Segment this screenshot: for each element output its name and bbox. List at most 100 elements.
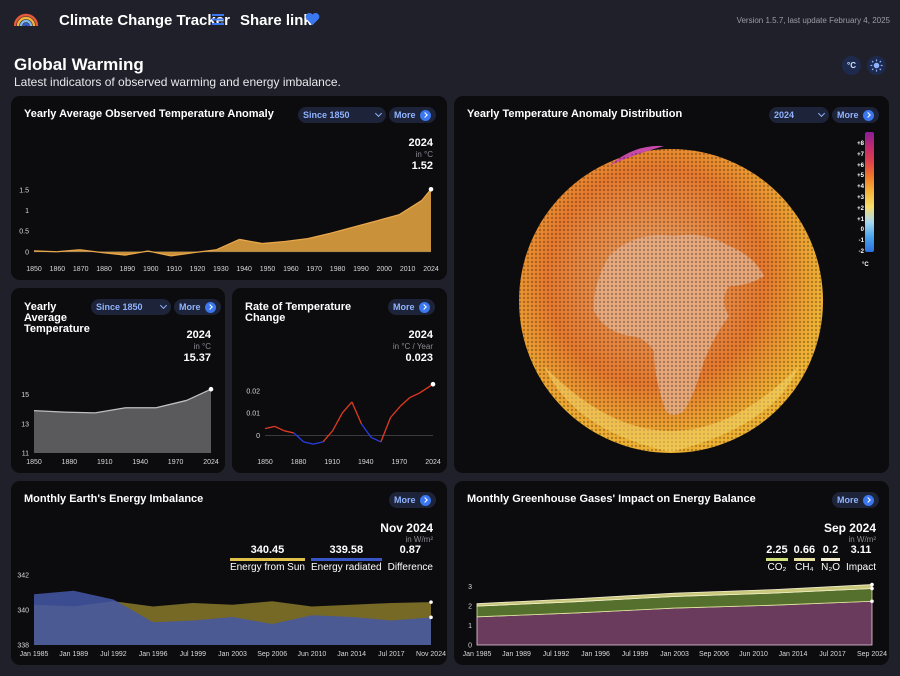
x-tick-label: 1910 xyxy=(166,266,182,273)
x-tick-label: Jul 1992 xyxy=(100,651,127,658)
x-tick-label: Sep 2024 xyxy=(857,651,887,658)
colorbar-tick: +6 xyxy=(857,162,864,169)
y-tick-label: 340 xyxy=(17,608,29,615)
readout-year: 2024 xyxy=(408,137,433,149)
latest-readout: 2024 in °C / Year 0.023 xyxy=(393,330,433,364)
more-button[interactable]: More xyxy=(832,492,879,508)
energy-imbalance-chart: 338 340 342 Jan 1985 Jan 1989 Jul 1992 Jan 199… xyxy=(17,573,446,659)
series-segment xyxy=(186,388,212,402)
period-select[interactable]: Since 1850 xyxy=(91,299,171,315)
latest-readout: Sep 2024 in W/m² xyxy=(824,522,876,544)
more-button[interactable]: More xyxy=(389,492,436,508)
globe-south-rim xyxy=(544,366,799,452)
colorbar-tick: +3 xyxy=(857,194,864,201)
legend-swatch xyxy=(229,558,305,561)
legend-item-ch4: 0.66 CH₄ xyxy=(793,545,816,573)
colorbar-ticks: +8 +7 +6 +5 +4 +3 +2 +1 0 -1 -2 xyxy=(852,139,864,258)
more-button[interactable]: More xyxy=(389,107,436,123)
latest-point xyxy=(429,600,433,604)
year-select[interactable]: 2024 xyxy=(769,107,829,123)
x-tick-label: 1930 xyxy=(213,266,229,273)
series-segment xyxy=(79,249,103,254)
series-segment xyxy=(239,238,263,245)
legend-label: N₂O xyxy=(821,562,840,573)
rainbow-logo-icon[interactable] xyxy=(14,10,38,26)
latest-point xyxy=(870,586,874,591)
series-segment xyxy=(284,430,295,434)
legend-swatch xyxy=(793,558,816,561)
arrow-right-icon xyxy=(862,109,874,121)
top-bar: Climate Change Tracker Share link Versio… xyxy=(0,0,900,44)
colorbar-tick: -2 xyxy=(858,248,864,255)
series-segment xyxy=(419,383,434,394)
x-tick-label: 1850 xyxy=(257,459,273,466)
y-tick-label: 13 xyxy=(21,421,29,428)
series-segment xyxy=(361,423,372,438)
readout-unit: in °C xyxy=(193,342,211,351)
x-tick-label: Jan 1996 xyxy=(139,651,168,658)
legend-value: 0.87 xyxy=(399,544,421,556)
x-tick-label: 1880 xyxy=(96,266,112,273)
series-segment xyxy=(56,249,80,253)
period-select[interactable]: Since 1850 xyxy=(298,107,386,123)
chevron-down-icon xyxy=(817,109,826,118)
menu-icon[interactable] xyxy=(212,14,224,25)
x-tick-label: Jan 1989 xyxy=(502,651,531,658)
series-segment xyxy=(376,214,400,222)
x-tick-label: 1970 xyxy=(392,459,408,466)
y-tick-label: 342 xyxy=(17,573,29,580)
more-button[interactable]: More xyxy=(174,299,221,315)
x-tick-label: 1980 xyxy=(330,266,346,273)
select-value: Since 1850 xyxy=(96,302,143,312)
colorbar-tick: +4 xyxy=(857,184,864,191)
colorbar-tick: +5 xyxy=(857,173,864,180)
more-button[interactable]: More xyxy=(388,299,435,315)
legend-label: Difference xyxy=(387,562,433,573)
x-tick-label: 1910 xyxy=(324,459,340,466)
colorbar-tick: +8 xyxy=(857,141,864,147)
globe-visualization[interactable] xyxy=(514,136,834,466)
x-tick-label: 1900 xyxy=(143,266,159,273)
legend-swatch xyxy=(766,558,788,561)
readout-value: 1.52 xyxy=(411,160,433,172)
legend-label: CH₄ xyxy=(795,562,814,573)
series-area xyxy=(34,189,431,256)
arrow-right-icon xyxy=(862,494,874,506)
latest-readout: 2024 in °C 15.37 xyxy=(183,330,211,364)
x-tick-label: Jan 1985 xyxy=(20,651,49,658)
readout-value: 15.37 xyxy=(183,352,211,364)
legend-spacer xyxy=(388,558,433,561)
series-segment xyxy=(216,238,240,251)
legend-spacer xyxy=(846,558,876,561)
more-label: More xyxy=(393,302,415,312)
imbalance-legend: 340.45 Energy from Sun 339.58 Energy radia… xyxy=(229,545,433,573)
series-segment xyxy=(125,250,149,256)
x-tick-label: Jan 2003 xyxy=(218,651,247,658)
series-segment xyxy=(409,392,420,399)
unit-toggle-button[interactable]: °C xyxy=(842,56,861,75)
heart-icon[interactable] xyxy=(305,12,320,26)
more-button[interactable]: More xyxy=(832,107,879,123)
x-tick-label: 1850 xyxy=(26,266,42,273)
theme-toggle-button[interactable] xyxy=(867,56,886,75)
x-tick-label: Sep 2006 xyxy=(699,651,729,658)
series-segment xyxy=(390,405,401,418)
app-title[interactable]: Climate Change Tracker xyxy=(59,12,230,29)
y-tick-label: 0 xyxy=(25,249,29,256)
x-tick-label: Sep 2006 xyxy=(257,651,287,658)
y-tick-label: 3 xyxy=(468,584,472,591)
legend-label: Impact xyxy=(845,562,876,573)
x-tick-label: 1960 xyxy=(283,266,299,273)
latest-readout: Nov 2024 in W/m² xyxy=(380,522,433,544)
y-tick-label: 2 xyxy=(468,604,472,611)
legend-label: Energy radiated xyxy=(310,562,382,573)
x-tick-label: 1850 xyxy=(26,459,42,466)
legend-item-difference: 0.87 Difference xyxy=(388,545,433,573)
x-tick-label: Jan 2003 xyxy=(660,651,689,658)
card-title: Monthly Earth's Energy Imbalance xyxy=(24,493,204,505)
latest-point xyxy=(429,615,433,620)
share-link-button[interactable]: Share link xyxy=(240,12,312,29)
anomaly-chart: 0 0.5 1 1.5 1850 1860 1870 1880 1890 1900 1910 1920… xyxy=(19,186,439,273)
legend-item-n2o: 0.2 N₂O xyxy=(821,545,840,573)
y-tick-label: 0 xyxy=(256,433,260,440)
